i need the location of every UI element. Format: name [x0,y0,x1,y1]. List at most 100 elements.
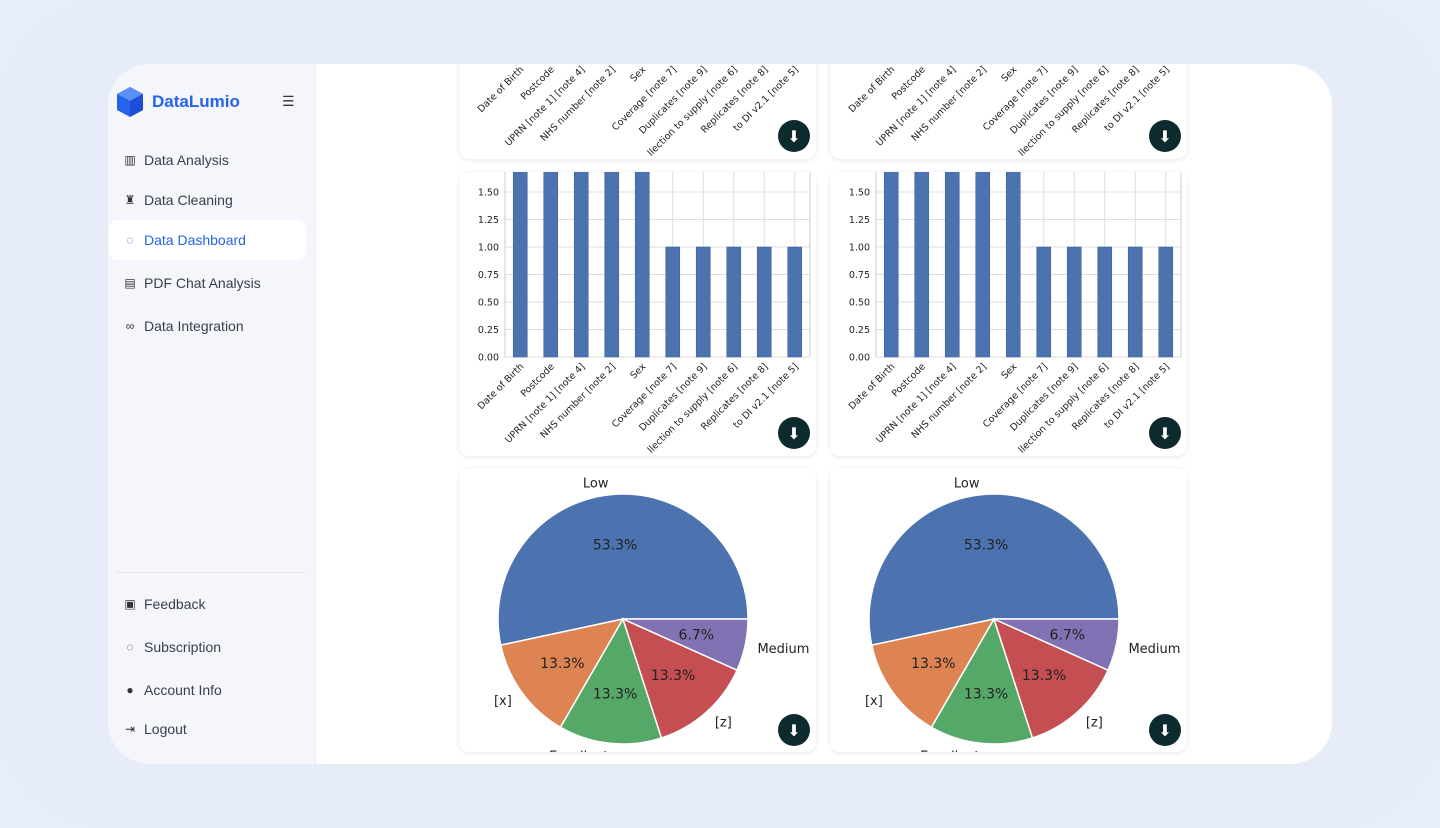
pie-percent-label: 13.3% [1022,668,1066,684]
y-tick-label: 1.25 [849,215,870,226]
pie-slice [559,617,663,745]
pie-slice [499,617,625,729]
pie-percent-label: 53.3% [964,537,1008,553]
bar [975,172,991,358]
pie-category-label: Excellent [549,750,608,752]
y-tick-label: 0.25 [478,325,499,336]
bar [756,246,772,358]
download-icon: ⬇ [787,720,801,740]
pie-category-label: Low [954,476,980,491]
pie-percent-label: 13.3% [911,656,955,672]
pie-slice [992,617,1110,739]
pie-category-label: Low [583,476,609,491]
download-icon: ⬇ [1158,126,1172,146]
subscription-icon: ◌ [126,639,134,654]
sidebar-item-label: Account Info [144,681,222,698]
feedback-icon: ▣ [124,596,136,611]
y-tick-label: 0.00 [478,64,499,67]
y-tick-label: 0.00 [478,353,499,364]
x-tick-label: Date of Birth [476,361,527,412]
sidebar-item-label: Feedback [144,595,206,612]
collapse-sidebar-icon[interactable]: ☰ [282,94,295,110]
sidebar-item-account-info[interactable]: ● Account Info [109,668,306,711]
pie-slice [993,618,1120,672]
y-tick-label: 1.00 [478,243,499,254]
y-tick-label: 1.25 [478,215,499,226]
sidebar-item-data-cleaning[interactable]: ♜ Data Cleaning [109,180,306,220]
sidebar-item-label: Data Dashboard [144,232,246,248]
x-tick-label: Date of Birth [847,361,898,412]
x-tick-label: Sex [628,64,648,84]
sidebar-item-data-integration[interactable]: ∞ Data Integration [109,306,306,346]
sidebar-item-pdf-chat-analysis[interactable]: ▤ PDF Chat Analysis [109,263,306,303]
pie-category-label: [z] [1086,715,1103,730]
bar [512,172,528,358]
y-tick-label: 0.00 [849,353,870,364]
pdf-icon: ▤ [124,276,136,290]
sidebar-item-data-dashboard[interactable]: ◌ Data Dashboard [109,220,306,260]
bar [1097,246,1113,358]
download-button[interactable]: ⬇ [778,417,810,449]
pie-category-label: Excellent [920,750,979,752]
pie-percent-label: 13.3% [964,687,1008,703]
pie-chart: 53.3% Low 13.3% [x] 13.3% Excellent 13.3% [z] 6.… [494,476,809,752]
bar [944,172,960,358]
pie-percent-label: 13.3% [651,668,695,684]
pie-percent-label: 6.7% [679,628,715,644]
user-circle-icon: ● [126,682,134,697]
pie-slice [930,617,1034,745]
sidebar-item-logout[interactable]: ⇥ Logout [109,711,306,747]
bar [1066,246,1082,358]
y-tick-label: 0.25 [849,325,870,336]
y-tick-label: 0.00 [849,64,870,67]
brand-logo[interactable]: DataLumio [116,86,240,118]
x-tick-label: Sex [999,64,1019,84]
pie-percent-label: 13.3% [593,687,637,703]
bar [1005,172,1021,358]
sidebar-item-label: Logout [144,721,187,737]
pie-category-label: [x] [494,694,512,709]
bottom-nav: ▣ Feedback ◌ Subscription ● Account Info ⇥ L… [108,582,316,747]
y-tick-label: 1.50 [478,188,499,199]
download-button[interactable]: ⬇ [1149,417,1181,449]
y-tick-label: 0.50 [478,298,499,309]
pie-slice [870,617,996,729]
download-button[interactable]: ⬇ [778,714,810,746]
dashboard-content[interactable]: 0.00 0.25 0.50 0.75 1.00 1.25 1.50 Date of Birt… [317,64,1332,764]
sidebar: DataLumio ☰ ▥ Data Analysis ♜ Data Cleanin… [108,64,316,764]
bar [883,172,899,358]
bar [1127,246,1143,358]
pie-category-label: [x] [865,694,883,709]
download-icon: ⬇ [1158,720,1172,740]
pie-percent-label: 53.3% [593,537,637,553]
x-tick-label: Date of Birth [476,64,527,115]
sidebar-item-feedback[interactable]: ▣ Feedback [109,582,306,625]
sidebar-item-data-analysis[interactable]: ▥ Data Analysis [109,140,306,180]
download-button[interactable]: ⬇ [778,120,810,152]
download-button[interactable]: ⬇ [1149,120,1181,152]
download-button[interactable]: ⬇ [1149,714,1181,746]
download-icon: ⬇ [1158,423,1172,443]
sidebar-item-label: Data Integration [144,318,244,334]
sidebar-item-subscription[interactable]: ◌ Subscription [109,625,306,668]
pie-slice [621,617,739,739]
brand-name: DataLumio [152,92,240,111]
sidebar-item-label: Subscription [144,638,222,655]
cube-logo-icon [117,87,143,117]
bar [726,246,742,358]
pie-category-label: [z] [715,715,732,730]
sidebar-divider [116,572,306,573]
bar [1036,246,1052,358]
bar [604,172,620,358]
bar [543,172,559,358]
pie-percent-label: 13.3% [540,656,584,672]
pie-chart: 53.3% Low 13.3% [x] 13.3% Excellent 13.3% [z] 6.… [865,476,1180,752]
main-nav: ▥ Data Analysis ♜ Data Cleaning ◌ Data Dash… [108,140,316,346]
download-icon: ⬇ [787,126,801,146]
